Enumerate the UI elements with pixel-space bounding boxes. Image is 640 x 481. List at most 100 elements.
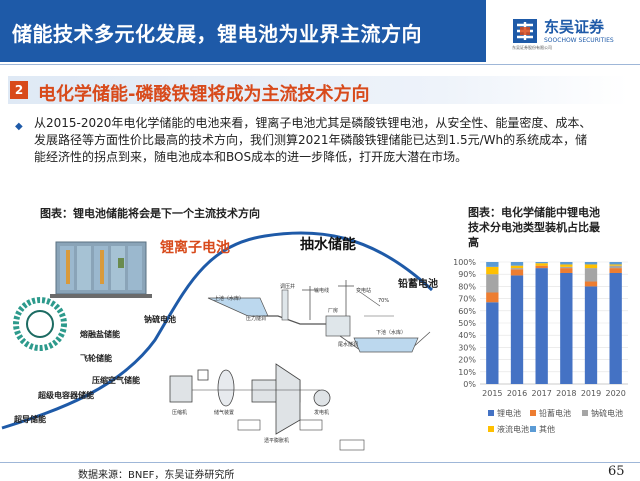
y-tick-label: 0% xyxy=(463,380,476,389)
caption-line: 技术分电池类型装机占比最 xyxy=(468,221,600,234)
y-tick-label: 20% xyxy=(458,356,476,365)
supercapacitor-label: 超级电容器储能 xyxy=(38,391,94,400)
left-figure-caption: 图表：锂电池储能将会是下一个主流技术方向 xyxy=(40,207,260,220)
lithium-label: 锂离子电池 xyxy=(160,240,230,256)
x-tick-label: 2015 xyxy=(482,389,502,398)
page-number: 65 xyxy=(608,464,625,479)
bar-segment xyxy=(609,264,622,266)
lead-acid-label: 铅蓄电池 xyxy=(398,279,438,290)
compressed-air-label: 压缩空气储能 xyxy=(92,376,140,385)
bar-segment xyxy=(560,264,573,267)
caption-line: 图表：电化学储能中锂电池 xyxy=(468,206,600,219)
diagram-text: 压缩机 xyxy=(172,409,187,416)
bar-segment xyxy=(584,264,598,269)
page-title: 储能技术多元化发展，锂电池为业界主流方向 xyxy=(12,22,422,46)
y-tick-label: 10% xyxy=(458,368,476,377)
diagram-text: 上池（水库） xyxy=(214,295,244,302)
bar-segment xyxy=(584,286,598,384)
diagram-text: 下池（水库） xyxy=(376,329,406,336)
y-tick-label: 100% xyxy=(453,258,476,267)
y-tick-label: 70% xyxy=(458,295,476,304)
bar-segment xyxy=(510,269,524,276)
x-tick-label: 2019 xyxy=(581,389,601,398)
pumped-hydro-label: 抽水储能 xyxy=(300,237,356,253)
bar-segment xyxy=(535,265,548,269)
y-tick-label: 30% xyxy=(458,343,476,352)
logo-english: SOOCHOW SECURITIES xyxy=(544,37,614,44)
legend-swatch xyxy=(530,426,536,432)
bar-segment xyxy=(486,292,499,303)
body-line: 发展路径等方面性价比最高的技术方向，我们测算2021年磷酸铁锂储能已达到1.5元… xyxy=(34,133,588,147)
legend-swatch xyxy=(530,410,536,416)
molten-salt-label: 熔融盐储能 xyxy=(80,330,120,339)
sodium-sulfur-label: 钠硫电池 xyxy=(144,315,176,324)
footer-divider xyxy=(0,462,640,463)
diagram-text: 储气装置 xyxy=(214,409,234,416)
y-tick-label: 60% xyxy=(458,307,476,316)
legend-label: 铅蓄电池 xyxy=(539,408,571,418)
body-paragraph: 从2015-2020年电化学储能的电池来看，锂离子电池尤其是磷酸铁锂电池，从安全… xyxy=(34,115,624,166)
superconducting-label: 超导储能 xyxy=(14,415,46,424)
container-battery-image xyxy=(50,241,152,298)
title-bar: 储能技术多元化发展，锂电池为业界主流方向 xyxy=(0,0,486,62)
diagram-text: 透平膨胀机 xyxy=(264,437,289,444)
legend-swatch xyxy=(582,410,588,416)
legend-label: 液流电池 xyxy=(497,424,529,434)
data-source: 数据来源：BNEF，东吴证券研究所 xyxy=(78,470,235,481)
bar-segment xyxy=(560,268,573,273)
legend-swatch xyxy=(488,426,494,432)
installed-capacity-stacked-bar-chart: 0% 10% 20% 30% 40% 50% 60% 70% 80% 90% 100% 2015 201… xyxy=(453,258,628,434)
diagram-text: 70% xyxy=(378,298,389,304)
body-line: 能经济性的拐点到来，随电池成本和BOS成本的进一步降低，打开庞大潜在市场。 xyxy=(34,150,468,164)
bar-segment xyxy=(486,262,499,267)
bar-segment xyxy=(560,272,573,384)
technology-trend-curve xyxy=(1,231,434,430)
bar-segment xyxy=(510,268,524,270)
bar-segment xyxy=(584,262,598,265)
logo-name: 东吴证券 xyxy=(544,18,605,36)
diagram-text: 压力隧洞 xyxy=(246,315,266,322)
logo-icon xyxy=(513,19,537,43)
x-tick-label: 2018 xyxy=(556,389,576,398)
bar-segment xyxy=(486,274,499,293)
bullet-diamond-icon: ◆ xyxy=(15,121,23,132)
bar-segment xyxy=(560,262,573,265)
body-line: 从2015-2020年电化学储能的电池来看，锂离子电池尤其是磷酸铁锂电池，从安全… xyxy=(34,116,592,130)
x-tick-label: 2016 xyxy=(507,389,527,398)
bar-segment xyxy=(486,302,499,384)
bar-segment xyxy=(609,268,622,273)
legend-label: 其他 xyxy=(539,424,555,434)
diagram-text: 调压井 xyxy=(280,283,295,290)
header-divider xyxy=(0,64,640,65)
bar-segment xyxy=(535,268,548,384)
legend-label: 钠硫电池 xyxy=(591,408,623,418)
diagram-text: 变电站 xyxy=(356,287,371,294)
bar-segment xyxy=(510,275,524,384)
legend-label: 锂电池 xyxy=(497,408,521,418)
x-tick-label: 2017 xyxy=(531,389,551,398)
y-tick-label: 80% xyxy=(458,282,476,291)
bar-segment xyxy=(609,272,622,384)
bar-segment xyxy=(535,262,548,264)
bar-segment xyxy=(609,265,622,269)
section-number: 2 xyxy=(10,81,28,99)
diagram-text: 输电线 xyxy=(314,287,329,294)
right-figure-caption: 图表：电化学储能中锂电池 技术分电池类型装机占比最 高 xyxy=(468,205,618,250)
bar-segment xyxy=(609,262,622,265)
bar-segment xyxy=(510,262,524,266)
diagram-text: 尾水隧洞 xyxy=(338,341,358,348)
section-bar xyxy=(8,76,628,104)
bar-segment xyxy=(560,266,573,269)
caption-line: 高 xyxy=(468,236,479,249)
company-logo: 东吴证券 东吴证券股份有限公司 SOOCHOW SECURITIES xyxy=(508,16,632,50)
bar-segment xyxy=(584,268,598,282)
y-tick-label: 40% xyxy=(458,331,476,340)
flywheel-label: 飞轮储能 xyxy=(80,354,112,363)
y-tick-label: 50% xyxy=(458,319,476,328)
pumped-hydro-diagram: 上池（水库） 压力隧洞 调压井 厂房 输电线 变电站 下池（水库） 尾水隧洞 7… xyxy=(207,280,431,353)
compressed-air-diagram: 压缩机 储气装置 透平膨胀机 发电机 xyxy=(169,363,365,451)
bar-segment xyxy=(486,266,499,275)
section-title: 电化学储能-磷酸铁锂将成为主流技术方向 xyxy=(38,84,370,105)
storage-technology-diagram: 上池（水库） 压力隧洞 调压井 厂房 输电线 变电站 下池（水库） 尾水隧洞 7… xyxy=(1,231,434,451)
x-tick-label: 2020 xyxy=(605,389,625,398)
